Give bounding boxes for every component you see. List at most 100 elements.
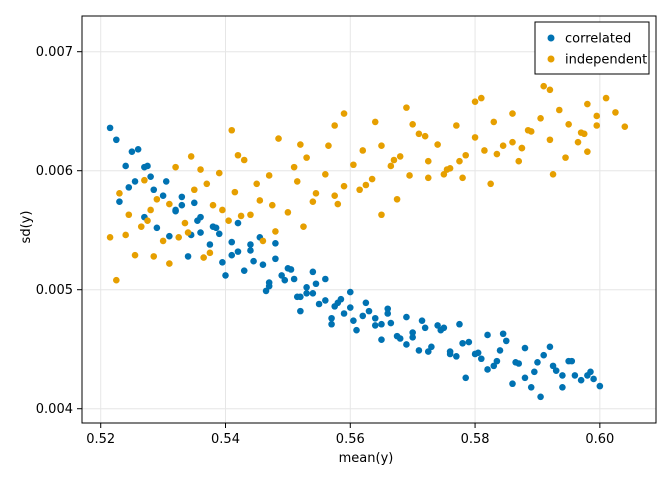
data-point — [325, 142, 332, 150]
plot-frame — [81, 15, 657, 424]
data-point — [215, 230, 223, 238]
data-point — [328, 314, 335, 322]
data-point — [415, 130, 423, 138]
data-point — [378, 211, 385, 219]
y-tick-label: 0.004 — [36, 402, 73, 417]
data-point — [278, 272, 285, 279]
data-point — [446, 165, 454, 172]
data-point — [471, 350, 479, 358]
data-point — [584, 148, 591, 155]
data-point — [462, 374, 470, 382]
data-point — [303, 289, 310, 297]
data-point — [434, 322, 441, 329]
data-point — [621, 123, 629, 130]
data-point — [178, 193, 186, 201]
data-point — [219, 259, 226, 266]
data-point — [478, 355, 485, 363]
data-point — [141, 176, 148, 184]
data-point — [459, 339, 466, 347]
data-point — [268, 201, 276, 209]
data-point — [175, 234, 183, 241]
data-point — [166, 232, 173, 240]
data-point — [200, 254, 207, 261]
data-point — [234, 151, 242, 159]
data-point — [106, 124, 114, 132]
y-tick-label: 0.007 — [36, 45, 73, 60]
data-point — [309, 289, 317, 297]
data-point — [228, 126, 236, 134]
data-point — [272, 255, 279, 263]
data-point — [275, 135, 282, 142]
data-point — [284, 264, 292, 272]
data-point — [362, 299, 370, 307]
data-point — [403, 341, 410, 348]
data-point — [293, 178, 301, 185]
data-point — [565, 121, 572, 128]
axis-ticks: 0.52 0.54 0.56 0.58 0.60 0.004 0.005 0.006 0.007 — [36, 45, 615, 447]
data-point — [421, 324, 429, 332]
y-tick-label: 0.005 — [36, 283, 73, 298]
data-point — [462, 151, 470, 159]
data-point — [565, 357, 572, 365]
data-point — [122, 162, 129, 170]
data-point — [577, 376, 585, 384]
data-point — [272, 240, 279, 247]
data-point — [471, 134, 479, 141]
legend-label: correlated — [565, 32, 631, 47]
data-point — [415, 347, 423, 354]
data-point — [459, 174, 466, 182]
data-point — [546, 136, 554, 144]
data-point — [584, 372, 591, 379]
data-point — [297, 141, 304, 148]
data-point — [134, 145, 142, 153]
data-point — [421, 132, 429, 140]
data-point — [225, 217, 232, 224]
data-point — [465, 338, 473, 346]
data-point — [487, 180, 494, 188]
data-point — [499, 330, 507, 338]
x-tick-label: 0.52 — [86, 432, 115, 447]
data-point — [147, 206, 154, 214]
data-point — [559, 384, 566, 391]
x-tick-label: 0.60 — [585, 432, 614, 447]
data-point — [290, 163, 298, 171]
data-point — [281, 276, 289, 284]
data-point — [328, 320, 335, 328]
data-point — [552, 367, 560, 374]
data-point — [350, 161, 357, 169]
legend: correlated independent — [534, 21, 650, 75]
data-point — [424, 157, 432, 165]
data-point — [571, 372, 579, 379]
data-point — [540, 82, 547, 90]
data-point — [209, 201, 217, 209]
data-point — [390, 156, 398, 164]
data-point — [490, 118, 498, 126]
data-point — [237, 212, 245, 220]
data-point — [502, 337, 510, 345]
data-point — [346, 288, 354, 296]
data-point — [172, 207, 179, 215]
data-point — [590, 375, 597, 383]
data-point — [527, 384, 535, 391]
data-point — [418, 317, 426, 324]
data-point — [312, 280, 320, 288]
data-point — [396, 335, 404, 342]
data-point — [137, 223, 145, 230]
data-point — [340, 310, 348, 317]
legend-marker — [547, 55, 555, 63]
data-point — [596, 382, 604, 390]
data-point — [144, 217, 151, 224]
data-point — [384, 305, 392, 313]
y-tick-label: 0.006 — [36, 164, 73, 179]
data-point — [453, 353, 460, 360]
data-point — [409, 329, 416, 336]
data-point — [247, 241, 254, 248]
data-point — [593, 122, 601, 129]
data-point — [334, 299, 342, 307]
data-point — [356, 186, 363, 194]
x-tick-label: 0.58 — [461, 432, 490, 447]
data-point — [300, 223, 307, 230]
data-point — [222, 272, 229, 279]
data-point — [393, 195, 401, 203]
data-point — [309, 268, 317, 276]
